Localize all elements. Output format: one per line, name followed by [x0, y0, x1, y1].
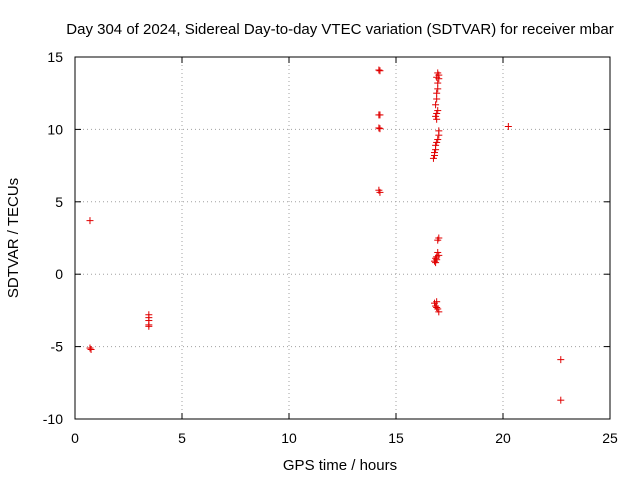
- data-point: [434, 248, 442, 256]
- data-point: [375, 66, 383, 74]
- data-point: [376, 188, 384, 196]
- data-point: [86, 217, 94, 225]
- data-point: [434, 107, 442, 115]
- y-tick-label: 10: [47, 121, 63, 137]
- data-point: [435, 131, 443, 139]
- data-point: [432, 259, 440, 267]
- data-point: [557, 396, 565, 404]
- x-tick-label: 0: [71, 430, 79, 446]
- data-point: [376, 125, 384, 133]
- data-point: [432, 112, 440, 120]
- data-point: [434, 236, 442, 244]
- x-tick-label: 5: [178, 430, 186, 446]
- data-point: [434, 305, 442, 313]
- plot-frame: [74, 56, 611, 420]
- data-point: [431, 299, 439, 307]
- y-tick-label: -10: [43, 411, 63, 427]
- data-point: [433, 95, 441, 103]
- y-axis-label: SDTVAR / TECUs: [5, 178, 22, 298]
- data-point: [376, 67, 384, 75]
- x-axis-ticks: 0 5 10 15 20 25: [71, 57, 618, 446]
- data-point: [434, 136, 442, 144]
- y-axis-ticks: -10 -5 0 5 10 15: [43, 49, 610, 427]
- data-point: [435, 308, 443, 316]
- data-point: [433, 304, 441, 312]
- data-point: [433, 138, 441, 146]
- data-point: [504, 123, 512, 131]
- x-tick-label: 15: [388, 430, 404, 446]
- data-point: [145, 322, 153, 330]
- data-point: [376, 111, 384, 119]
- data-point: [375, 124, 383, 132]
- y-tick-label: -5: [51, 339, 64, 355]
- data-point: [429, 154, 437, 162]
- x-tick-label: 20: [495, 430, 511, 446]
- data-point: [557, 356, 565, 364]
- data-point: [87, 345, 95, 353]
- data-point: [431, 257, 439, 265]
- data-point: [433, 115, 441, 123]
- y-tick-label: 5: [55, 194, 63, 210]
- data-point: [86, 344, 94, 352]
- x-axis-label: GPS time / hours: [283, 457, 397, 474]
- data-points: [86, 66, 565, 404]
- data-point: [435, 75, 443, 83]
- data-point: [431, 151, 439, 159]
- y-tick-label: 15: [47, 49, 63, 65]
- x-tick-label: 10: [281, 430, 297, 446]
- data-point: [432, 101, 440, 109]
- grid-lines: [75, 57, 610, 419]
- y-tick-label: 0: [55, 266, 63, 282]
- chart-title: Day 304 of 2024, Sidereal Day-to-day VTE…: [66, 21, 613, 38]
- data-point: [432, 146, 440, 154]
- data-point: [434, 85, 442, 93]
- x-tick-label: 25: [602, 430, 618, 446]
